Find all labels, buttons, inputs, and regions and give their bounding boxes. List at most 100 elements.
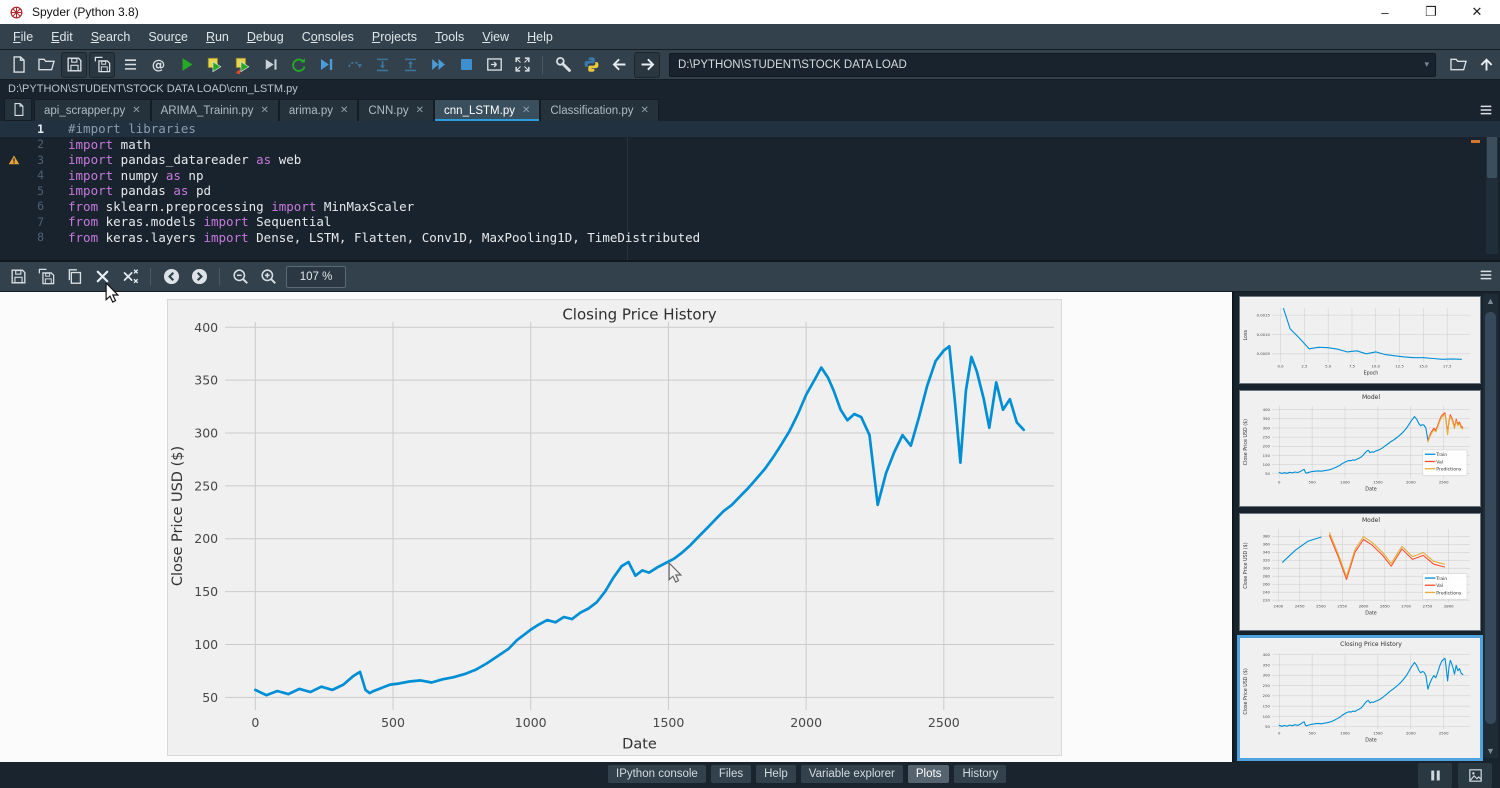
menu-source[interactable]: Source — [148, 29, 188, 44]
code-line-4[interactable]: 4 import numpy as np — [0, 168, 1500, 184]
step-into-button[interactable] — [369, 52, 395, 78]
scroll-down-icon[interactable]: ▼ — [1486, 746, 1495, 756]
plot-thumbnail-model-full[interactable]: 0 500 1000 1500 2000 2500 50 100 150 200 250 300 350… — [1240, 391, 1480, 506]
plot-thumbnail-model-zoom[interactable]: 2400 2450 2500 2550 2600 2650 2700 2750 2800 220 2… — [1240, 514, 1480, 630]
code-line-8[interactable]: 8 from keras.layers import Dense, LSTM, F… — [0, 230, 1500, 246]
zoom-in-button[interactable] — [255, 264, 281, 290]
plots-options-button[interactable] — [1478, 267, 1494, 288]
tab-close-icon[interactable]: ✕ — [339, 105, 349, 116]
save-button[interactable] — [61, 51, 87, 78]
statusbar-tab-ipython-console[interactable]: IPython console — [608, 765, 706, 783]
save-all-plots-button[interactable] — [33, 264, 59, 290]
statusbar-tab-variable-explorer[interactable]: Variable explorer — [800, 765, 903, 783]
minimize-button[interactable]: – — [1381, 4, 1389, 20]
fullscreen-button[interactable] — [509, 52, 535, 78]
continue-button[interactable] — [425, 52, 451, 78]
symbol-finder-button[interactable] — [145, 52, 171, 78]
plot-image-button[interactable] — [1458, 763, 1492, 788]
run-button[interactable] — [173, 52, 199, 78]
working-directory-input[interactable] — [676, 57, 1421, 72]
tab-close-icon[interactable]: ✕ — [521, 105, 531, 116]
menu-help[interactable]: Help — [527, 29, 553, 44]
code-line-3[interactable]: 3 import pandas_datareader as web — [0, 152, 1500, 168]
tab-close-icon[interactable]: ✕ — [640, 105, 649, 116]
save-plot-button[interactable] — [5, 264, 31, 290]
copy-plot-button[interactable] — [61, 264, 87, 290]
svg-text:Predictions: Predictions — [1436, 590, 1462, 596]
menu-projects[interactable]: Projects — [371, 29, 418, 44]
close-button[interactable]: ✕ — [1471, 4, 1483, 19]
code-line-7[interactable]: 7 from keras.models import Sequential — [0, 214, 1500, 230]
zoom-out-button[interactable] — [227, 264, 253, 290]
run-selection-button[interactable] — [257, 52, 283, 78]
step-return-button[interactable] — [397, 52, 423, 78]
tab-close-icon[interactable]: ✕ — [132, 105, 141, 116]
debug-file-button[interactable] — [313, 52, 339, 78]
menu-consoles[interactable]: Consoles — [301, 29, 354, 44]
editor-tab-Classification.py[interactable]: Classification.py ✕ — [540, 99, 659, 121]
menu-edit[interactable]: Edit — [51, 29, 73, 44]
statusbar-tab-help[interactable]: Help — [756, 765, 796, 783]
code-line-2[interactable]: 2 import math — [0, 137, 1500, 153]
working-directory-combobox[interactable]: ▾ — [669, 52, 1436, 77]
menu-debug[interactable]: Debug — [246, 29, 284, 44]
back-button[interactable] — [606, 52, 632, 78]
statusbar-tab-files[interactable]: Files — [710, 765, 752, 783]
menu-run[interactable]: Run — [205, 29, 229, 44]
preferences-button[interactable] — [550, 52, 576, 78]
menu-tools[interactable]: Tools — [435, 29, 465, 44]
svg-text:250: 250 — [1263, 683, 1271, 688]
scroll-up-icon[interactable]: ▲ — [1486, 296, 1495, 306]
step-over-button[interactable] — [341, 52, 367, 78]
step-into-icon — [375, 58, 389, 72]
editor-tab-CNN.py[interactable]: CNN.py ✕ — [358, 99, 435, 121]
menu-file[interactable]: File — [13, 29, 34, 44]
combobox-caret-icon[interactable]: ▾ — [1424, 59, 1429, 69]
editor-tab-cnn_LSTM.py[interactable]: cnn_LSTM.py ✕ — [434, 99, 541, 121]
python-env-button[interactable] — [578, 52, 604, 78]
forward-button[interactable] — [634, 51, 660, 78]
restore-button[interactable]: ❐ — [1425, 4, 1437, 19]
code-line-6[interactable]: 6 from sklearn.preprocessing import MinMa… — [0, 199, 1500, 215]
run-cell-advance-button[interactable] — [229, 52, 255, 78]
tabbar-options-button[interactable] — [1478, 102, 1494, 123]
file-switcher-button[interactable] — [117, 52, 143, 78]
pause-button[interactable] — [1418, 763, 1452, 788]
code-line-5[interactable]: 5 import pandas as pd — [0, 183, 1500, 199]
menu-search[interactable]: Search — [90, 29, 131, 44]
previous-plot-button[interactable] — [158, 264, 184, 290]
closing-price-history-chart: 0 500 1000 1500 2000 2500 50 100 150 200 250 300 350… — [168, 300, 1061, 755]
editor-scrollbar[interactable] — [1486, 124, 1498, 254]
statusbar-tab-plots[interactable]: Plots — [907, 765, 950, 783]
code-editor[interactable]: 1 #import libraries 2 import math 3 import pa… — [0, 121, 1500, 262]
plot-thumbnail-closing-thumb[interactable]: 0 500 1000 1500 2000 2500 50 100 150 200 250 300 350… — [1240, 638, 1480, 758]
editor-tab-api_scrapper.py[interactable]: api_scrapper.py ✕ — [34, 99, 151, 121]
code-line-1[interactable]: 1 #import libraries — [0, 121, 1500, 137]
tab-close-icon[interactable]: ✕ — [260, 105, 269, 116]
new-file-button[interactable] — [5, 52, 31, 78]
close-all-plots-button[interactable] — [117, 264, 143, 290]
file-icon — [12, 56, 25, 73]
browse-tabs-button[interactable] — [4, 98, 32, 121]
tab-close-icon[interactable]: ✕ — [415, 105, 425, 116]
thumbnails-scrollbar[interactable]: ▲ ▼ — [1483, 294, 1498, 758]
editor-tab-arima.py[interactable]: arima.py ✕ — [278, 99, 359, 121]
menu-view[interactable]: View — [482, 29, 510, 44]
open-file-button[interactable] — [33, 52, 59, 78]
browse-working-dir-button[interactable] — [1445, 52, 1471, 78]
stop-button[interactable] — [453, 52, 479, 78]
maximize-pane-button[interactable] — [481, 52, 507, 78]
run-cell-button[interactable] — [201, 52, 227, 78]
floppy-icon — [66, 57, 82, 72]
line-number: 6 — [37, 199, 44, 214]
close-plot-button[interactable] — [89, 264, 115, 290]
parent-dir-button[interactable] — [1473, 52, 1499, 78]
svg-text:500: 500 — [381, 715, 405, 730]
scrollbar-handle[interactable] — [1485, 312, 1496, 724]
statusbar-tab-history[interactable]: History — [954, 765, 1007, 783]
editor-tab-ARIMA_Trainin.py[interactable]: ARIMA_Trainin.py ✕ — [150, 99, 279, 121]
next-plot-button[interactable] — [186, 264, 212, 290]
plot-thumbnail-loss[interactable]: 0.0 2.5 5.0 7.5 10.0 12.5 15.0 17.5 0.0005 0.0010… — [1240, 297, 1480, 383]
rerun-cell-button[interactable] — [285, 52, 311, 78]
save-all-button[interactable] — [89, 51, 115, 78]
